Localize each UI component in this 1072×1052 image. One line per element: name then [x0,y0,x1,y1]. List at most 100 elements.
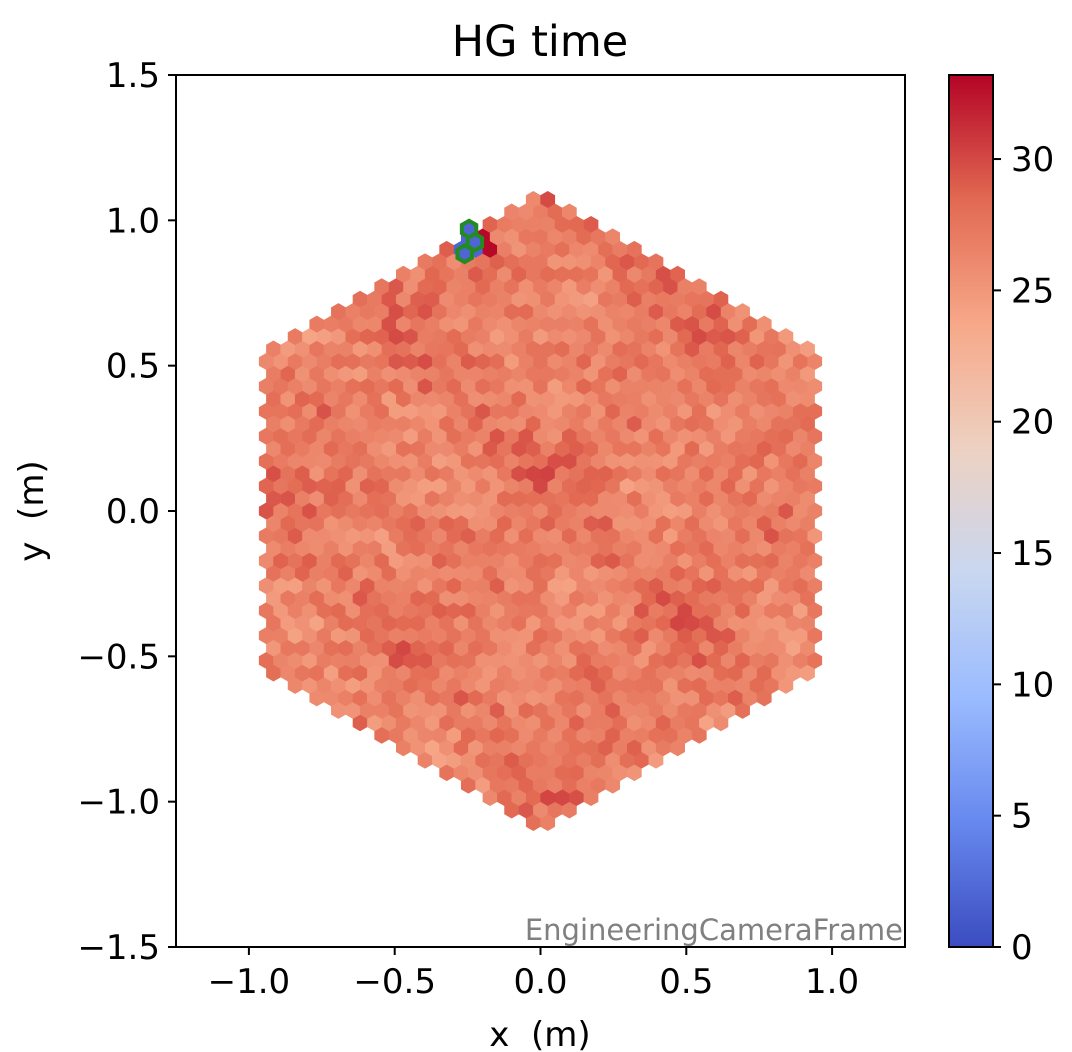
camera-pixel [266,539,281,557]
camera-pixel [439,465,455,483]
camera-pixel [554,290,570,308]
camera-pixel [634,353,649,370]
camera-pixel [504,602,519,620]
camera-pixel [309,390,325,408]
camera-pixel [518,527,534,545]
camera-pixel [619,751,635,769]
camera-pixel [619,552,635,570]
camera-pixel [540,191,556,208]
camera-pixel [569,614,584,632]
camera-pixel [323,689,339,707]
camera-pixel [562,676,577,694]
camera-pixel [778,477,794,495]
camera-pixel [583,714,599,732]
camera-pixel [482,514,498,532]
camera-pixel [735,552,750,570]
camera-pixel [583,465,599,483]
camera-pixel [497,739,512,757]
camera-pixel [468,365,483,383]
camera-pixel [554,465,570,483]
camera-pixel [381,714,397,732]
camera-pixel [554,490,570,508]
camera-pixel [367,440,382,458]
camera-pixel [525,390,541,408]
camera-pixel [663,726,678,744]
camera-pixel [374,427,390,445]
camera-pixel [316,452,332,470]
camera-pixel [598,689,613,707]
camera-pixel [367,714,382,732]
camera-pixel [749,402,765,420]
camera-pixel [619,402,635,420]
camera-pixel [547,377,563,395]
camera-pixel [735,477,750,495]
camera-pixel [590,278,606,296]
camera-pixel [699,714,714,732]
camera-pixel [417,427,433,445]
camera-pixel [634,253,649,271]
camera-pixel [287,552,303,570]
camera-pixel [280,589,296,607]
camera-pixel [583,689,599,707]
camera-pixel [525,290,541,308]
camera-pixel [410,639,426,657]
camera-pixel [605,353,621,370]
camera-pixel [331,527,346,545]
camera-pixel [583,215,599,233]
camera-pixel [367,664,382,682]
camera-pixel [699,440,714,458]
camera-pixel [525,764,541,782]
camera-pixel [720,627,736,645]
camera-pixel [634,502,649,520]
camera-pixel [547,627,563,645]
camera-pixel [590,577,606,595]
camera-pixel [756,340,772,358]
camera-pixel [807,402,823,420]
camera-pixel [258,527,274,545]
camera-pixel [533,726,548,744]
camera-pixel [482,215,498,233]
camera-pixel [403,502,418,520]
camera-pixel [338,415,353,433]
camera-pixel [778,427,794,445]
camera-pixel [302,552,317,570]
camera-pixel [381,465,397,483]
colorbar-tick-label: 10 [1011,665,1054,705]
camera-pixel [691,502,707,520]
camera-pixel [583,589,599,607]
camera-pixel [771,440,787,458]
camera-pixel [518,452,534,470]
camera-pixel [800,539,815,557]
camera-pixel [800,614,815,632]
camera-pixel [460,627,476,645]
camera-pixel [352,639,368,657]
camera-pixel [562,726,577,744]
camera-pixel [287,328,303,346]
camera-pixel [590,751,606,769]
camera-pixel [605,552,621,570]
y-axis-label: y (m) [12,460,52,561]
camera-pixel [266,614,281,632]
camera-pixel [475,303,491,321]
camera-pixel [352,440,368,458]
camera-pixel [258,353,274,370]
camera-pixel [258,377,274,395]
camera-pixel [785,589,801,607]
camera-pixel [323,415,339,433]
camera-pixel [612,465,628,483]
camera-pixel [598,714,613,732]
camera-pixel [489,303,505,321]
camera-pixel [576,602,592,620]
camera-pixel [432,278,447,296]
camera-pixel [663,552,678,570]
camera-pixel [403,652,418,669]
camera-pixel [266,365,281,383]
camera-pixel [540,365,556,383]
colorbar-tick-label: 25 [1011,271,1054,311]
camera-pixel [525,240,541,258]
camera-pixel [424,465,440,483]
camera-pixel [338,664,353,682]
camera-pixel [562,427,577,445]
camera-pixel [713,290,729,308]
